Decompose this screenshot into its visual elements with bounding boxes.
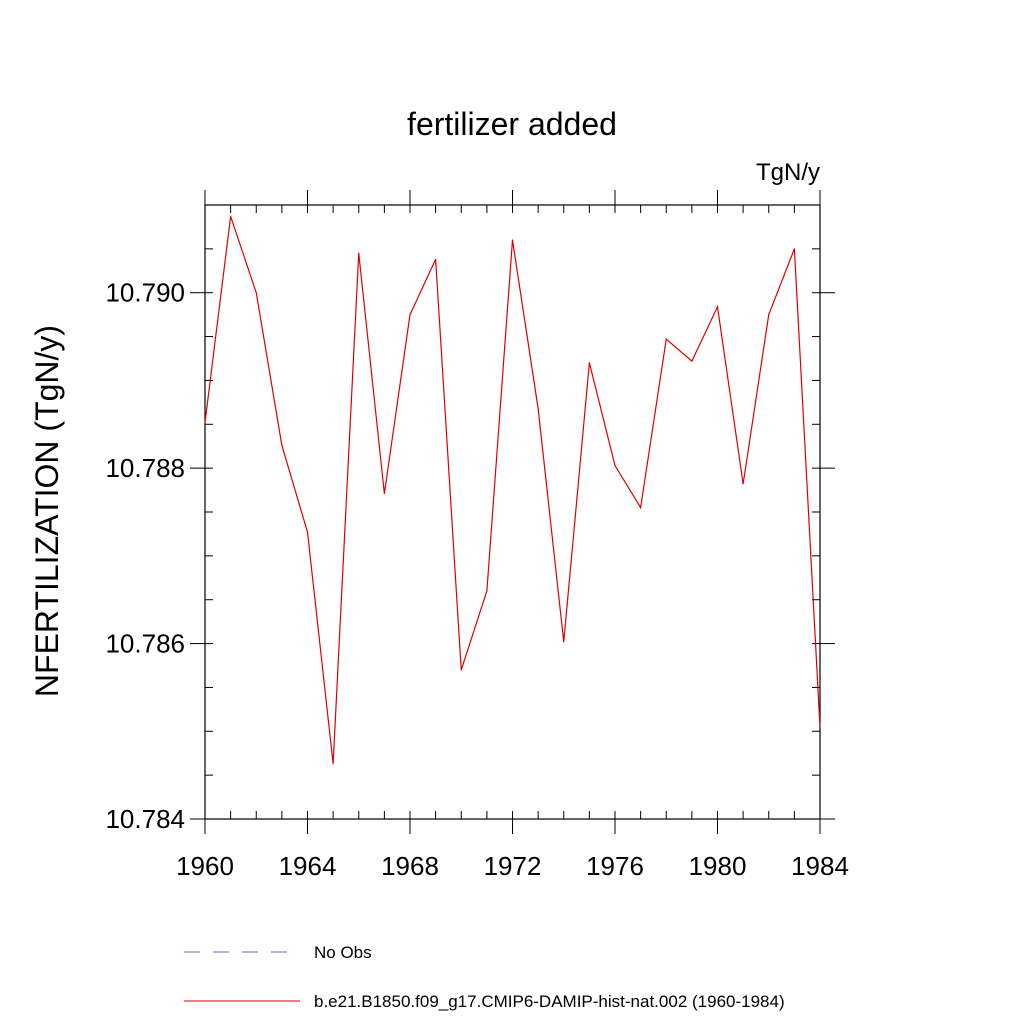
units-label: TgN/y [756,159,820,186]
series-point [793,248,795,250]
x-tick-label: 1984 [791,851,849,881]
x-tick-label: 1972 [484,851,542,881]
series-line [204,216,821,764]
x-tick-label: 1976 [586,851,644,881]
series-layer [204,215,821,765]
series-point [460,669,462,671]
series-point [511,239,514,241]
y-axis-label: NFERTILIZATION (TgN/y) [29,325,65,697]
legend: No Obs b.e21.B1850.f09_g17.CMIP6-DAMIP-hi… [184,943,785,1011]
chart-title: fertilizer added [407,106,617,142]
series-point [306,531,309,533]
series-point [691,360,693,362]
y-tick-label: 10.786 [105,629,185,659]
series-point [435,258,437,260]
series-point [640,507,642,509]
plot-frame [204,204,821,820]
y-tick-label: 10.788 [105,453,185,483]
series-point [665,338,667,340]
series-point [716,306,719,308]
axis-ticks: 1960 1964 1968 1972 1976 1980 1984 10.784 10.786… [105,190,849,881]
series-point [588,362,590,364]
series-point [358,252,360,254]
legend-label: No Obs [314,943,372,962]
legend-label: b.e21.B1850.f09_g17.CMIP6-DAMIP-hist-nat… [314,992,785,1011]
series-point [819,726,821,728]
x-tick-label: 1980 [689,851,747,881]
series-point [255,292,257,294]
series-point [486,590,488,592]
series-point [230,215,232,218]
series-point [768,314,770,316]
series-point [332,763,334,765]
x-tick-label: 1960 [176,851,234,881]
series-point [614,464,616,467]
series-point [281,444,283,446]
series-point [742,483,744,485]
x-tick-label: 1964 [279,851,337,881]
series-point [383,492,385,495]
series-point [537,407,539,410]
series-point [409,314,411,316]
x-tick-label: 1968 [381,851,439,881]
series-point [204,421,206,424]
series-point [563,641,565,643]
y-tick-label: 10.790 [105,278,185,308]
y-tick-label: 10.784 [105,804,185,834]
